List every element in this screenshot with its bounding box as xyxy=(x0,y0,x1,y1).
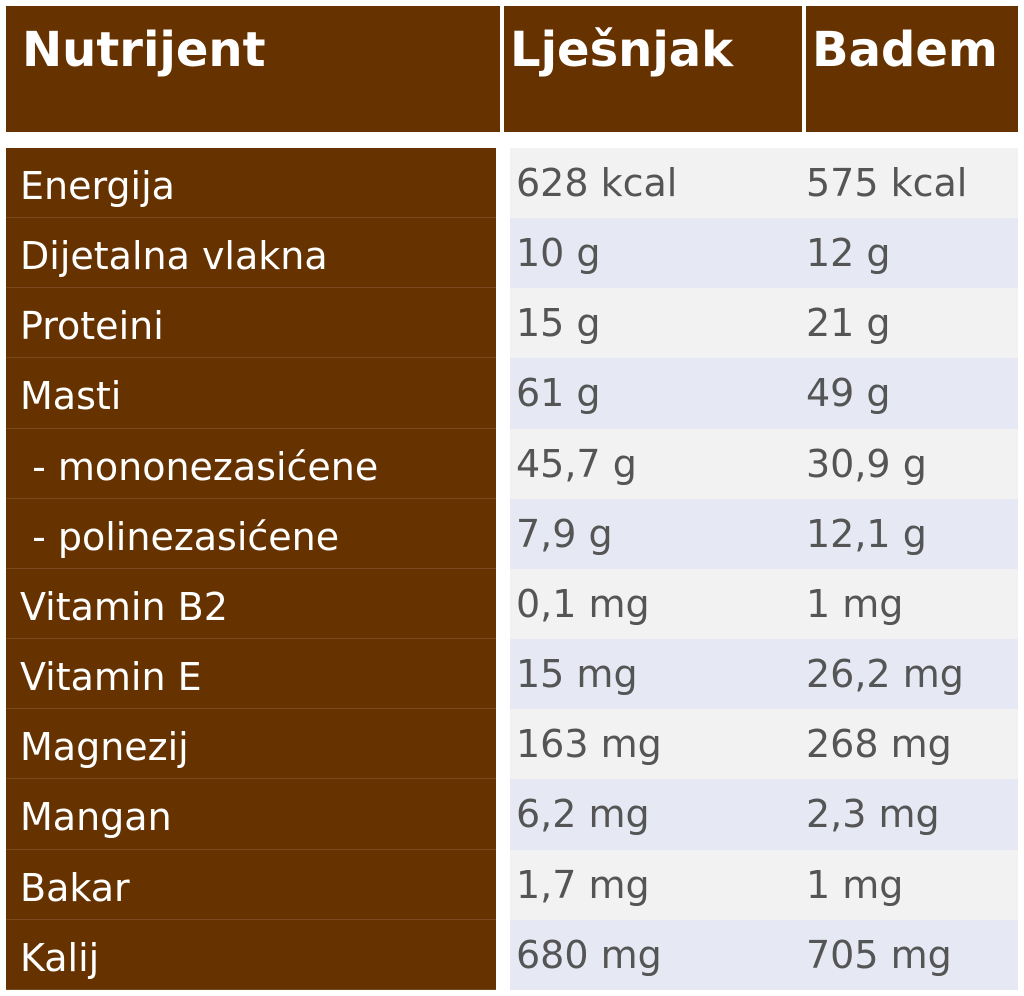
almond-value: 49 g xyxy=(806,371,891,416)
table-row: Vitamin B2 0,1 mg 1 mg xyxy=(6,568,1018,640)
table-row: Proteini 15 g 21 g xyxy=(6,288,1018,359)
almond-value: 1 mg xyxy=(806,862,904,907)
nutrient-name: - polinezasićene xyxy=(6,499,496,569)
header-almond: Badem xyxy=(806,6,1018,132)
almond-value: 12,1 g xyxy=(806,511,927,556)
hazelnut-value: 6,2 mg xyxy=(516,792,650,837)
hazelnut-value: 7,9 g xyxy=(516,511,613,556)
hazelnut-value: 15 mg xyxy=(516,652,638,697)
table-row: Kalij 680 mg 705 mg xyxy=(6,919,1018,990)
almond-value: 1 mg xyxy=(806,581,904,626)
hazelnut-value: 163 mg xyxy=(516,722,662,767)
nutrient-name: Kalij xyxy=(6,920,496,990)
row-values: 61 g 49 g xyxy=(510,358,1018,429)
table-row: Dijetalna vlakna 10 g 12 g xyxy=(6,218,1018,289)
nutrient-name: Masti xyxy=(6,358,496,429)
row-values: 10 g 12 g xyxy=(510,218,1018,289)
table-row: Masti 61 g 49 g xyxy=(6,358,1018,429)
nutrient-name: Magnezij xyxy=(6,709,496,780)
hazelnut-value: 15 g xyxy=(516,301,601,346)
almond-value: 26,2 mg xyxy=(806,652,964,697)
nutrition-table: Energija 628 kcal 575 kcal Dijetalna vla… xyxy=(6,148,1018,990)
hazelnut-value: 1,7 mg xyxy=(516,862,650,907)
hazelnut-value: 680 mg xyxy=(516,932,662,977)
row-values: 6,2 mg 2,3 mg xyxy=(510,779,1018,850)
header-nutrient: Nutrijent xyxy=(6,6,500,132)
hazelnut-value: 45,7 g xyxy=(516,441,637,486)
hazelnut-value: 0,1 mg xyxy=(516,581,650,626)
table-row: - mononezasićene 45,7 g 30,9 g xyxy=(6,428,1018,499)
row-values: 7,9 g 12,1 g xyxy=(510,498,1018,569)
header-hazelnut: Lješnjak xyxy=(504,6,802,132)
table-row: - polinezasićene 7,9 g 12,1 g xyxy=(6,498,1018,569)
table-row: Bakar 1,7 mg 1 mg xyxy=(6,849,1018,920)
almond-value: 12 g xyxy=(806,231,891,276)
almond-value: 705 mg xyxy=(806,932,952,977)
table-row: Energija 628 kcal 575 kcal xyxy=(6,148,1018,219)
nutrient-name: Dijetalna vlakna xyxy=(6,218,496,289)
nutrient-name: Vitamin E xyxy=(6,639,496,710)
almond-value: 575 kcal xyxy=(806,161,968,205)
almond-value: 21 g xyxy=(806,301,891,346)
almond-value: 30,9 g xyxy=(806,441,927,486)
row-values: 0,1 mg 1 mg xyxy=(510,568,1018,640)
nutrient-column-background xyxy=(6,148,496,990)
row-values: 45,7 g 30,9 g xyxy=(510,428,1018,499)
almond-value: 2,3 mg xyxy=(806,792,940,837)
row-values: 680 mg 705 mg xyxy=(510,919,1018,990)
hazelnut-value: 10 g xyxy=(516,231,601,276)
table-row: Mangan 6,2 mg 2,3 mg xyxy=(6,779,1018,850)
nutrient-name: Bakar xyxy=(6,850,496,920)
row-values: 163 mg 268 mg xyxy=(510,709,1018,780)
row-values: 15 g 21 g xyxy=(510,288,1018,359)
row-values: 15 mg 26,2 mg xyxy=(510,639,1018,710)
nutrient-name: Vitamin B2 xyxy=(6,569,496,640)
hazelnut-value: 628 kcal xyxy=(516,161,678,205)
table-row: Vitamin E 15 mg 26,2 mg xyxy=(6,639,1018,710)
row-values: 1,7 mg 1 mg xyxy=(510,849,1018,920)
nutrient-name: Mangan xyxy=(6,779,496,850)
nutrient-name: Proteini xyxy=(6,288,496,359)
hazelnut-value: 61 g xyxy=(516,371,601,416)
nutrient-name: Energija xyxy=(6,148,496,219)
table-row: Magnezij 163 mg 268 mg xyxy=(6,709,1018,780)
almond-value: 268 mg xyxy=(806,722,952,767)
row-values: 628 kcal 575 kcal xyxy=(510,148,1018,219)
nutrient-name: - mononezasićene xyxy=(6,429,496,499)
